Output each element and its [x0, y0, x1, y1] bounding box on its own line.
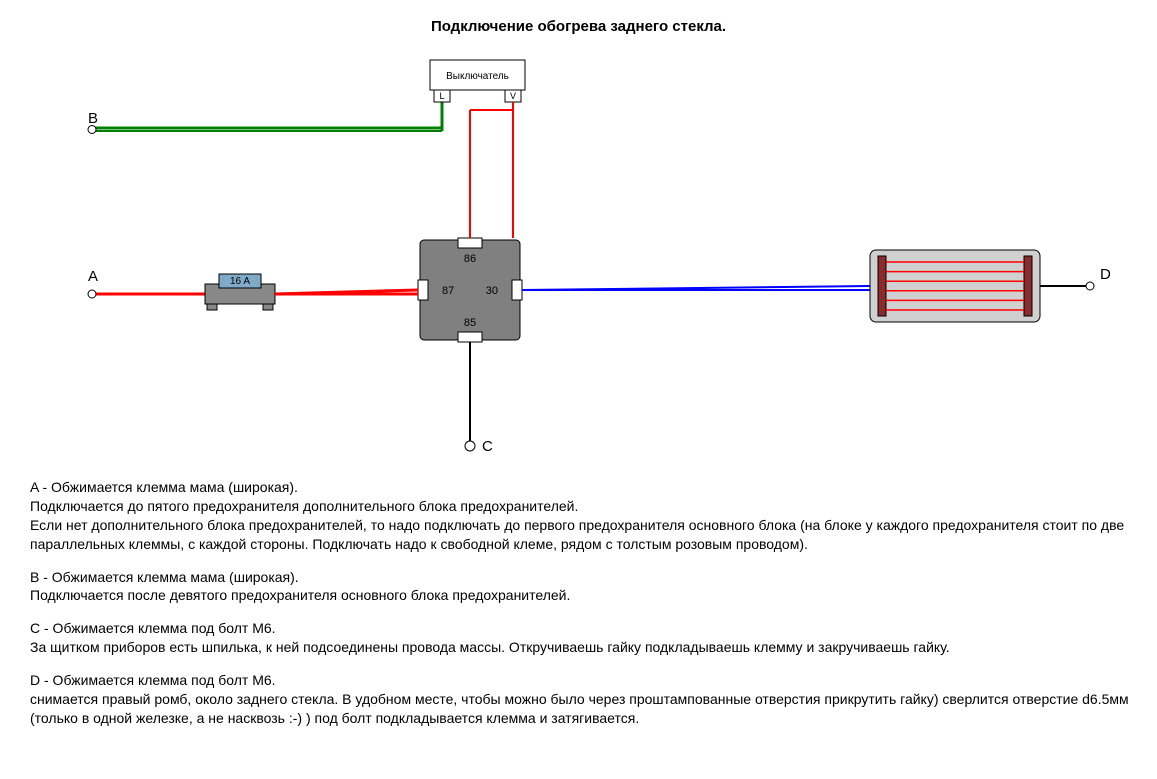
desc-d: D - Обжимается клемма под болт M6.снимае…	[30, 671, 1130, 728]
desc-a: A - Обжимается клемма мама (широкая).Под…	[30, 478, 1130, 554]
svg-text:87: 87	[442, 285, 454, 297]
page-title: Подключение обогрева заднего стекла.	[0, 18, 1157, 35]
svg-text:30: 30	[486, 285, 498, 297]
node-label-d: D	[1100, 266, 1111, 283]
svg-text:85: 85	[464, 317, 476, 329]
description-block: A - Обжимается клемма мама (широкая).Под…	[30, 478, 1130, 742]
node-label-b: B	[88, 110, 98, 127]
svg-text:86: 86	[464, 253, 476, 265]
svg-text:V: V	[510, 91, 516, 101]
svg-text:L: L	[439, 91, 444, 101]
svg-text:16 A: 16 A	[230, 276, 250, 287]
wiring-diagram: ВыключательL V 86 87 30 85 16 A A B C D	[0, 50, 1157, 470]
node-label-a: A	[88, 268, 98, 285]
desc-c: C - Обжимается клемма под болт M6.За щит…	[30, 619, 1130, 657]
desc-b: B - Обжимается клемма мама (широкая).Под…	[30, 568, 1130, 606]
svg-text:Выключатель: Выключатель	[446, 71, 509, 82]
node-label-c: C	[482, 438, 493, 455]
diagram-svg: ВыключательL V 86 87 30 85 16 A	[0, 50, 1157, 470]
